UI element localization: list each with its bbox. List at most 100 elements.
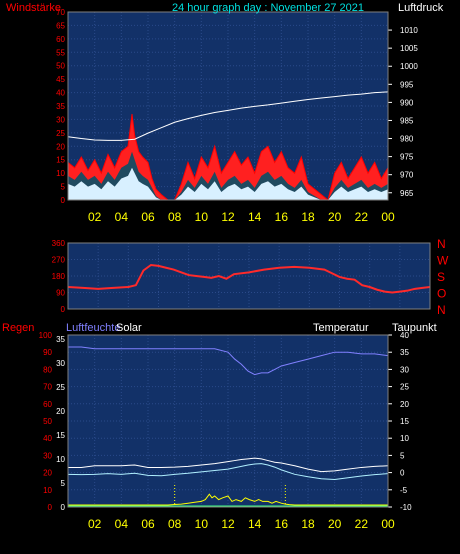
pressure-ytick-label: 970	[400, 171, 414, 180]
climate-xtick-label: 22	[355, 517, 369, 531]
wind-ytick-label: 25	[56, 129, 65, 138]
wind-ytick-label: 5	[61, 183, 66, 192]
rain-axis-title: Regen	[2, 322, 34, 334]
rain-ytick-label: 50	[43, 417, 52, 426]
rain-ytick-label: 30	[43, 451, 52, 460]
wind-ytick-label: 0	[61, 196, 66, 205]
wind-axis-title: Windstärke	[6, 2, 61, 14]
humidity-line	[68, 346, 389, 376]
pressure-ytick-label: 1005	[400, 44, 418, 53]
dewpoint-axis-title: Taupunkt	[392, 322, 437, 334]
humidity-ytick-label: 35	[56, 335, 65, 344]
wind-direction-line	[67, 263, 431, 294]
wind-average-area	[68, 167, 388, 200]
graph-title: 24 hour graph day : November 27 2021	[172, 2, 364, 14]
direction-ytick-label: 0	[61, 305, 66, 314]
temperature-axis-title: Temperatur	[313, 322, 369, 334]
direction-ytick-label: 270	[52, 256, 66, 265]
pressure-axis-title: Luftdruck	[398, 2, 444, 14]
temperature-ytick-label: 25	[400, 383, 409, 392]
temperature-ytick-label: -5	[400, 486, 408, 495]
direction-compass-label: W	[437, 254, 449, 268]
climate-xtick-label: 12	[221, 517, 235, 531]
pressure-ytick-label: 975	[400, 153, 414, 162]
humidity-ytick-label: 15	[56, 431, 65, 440]
humidity-ytick-label: 0	[61, 503, 66, 512]
climate-panel-border	[67, 334, 389, 508]
wind-xtick-label: 22	[355, 210, 369, 224]
wind-ytick-label: 70	[56, 8, 65, 17]
climate-xtick-label: 18	[301, 517, 315, 531]
climate-xtick-label: 16	[275, 517, 289, 531]
climate-xtick-label: 06	[141, 517, 155, 531]
humidity-axis-title: Luftfeuchte	[66, 322, 120, 334]
wind-gust-area	[67, 113, 389, 201]
direction-compass-label: S	[437, 270, 445, 284]
climate-xtick-label: 00	[381, 517, 395, 531]
temperature-ytick-label: 30	[400, 365, 409, 374]
temperature-ytick-label: 35	[400, 348, 409, 357]
direction-ytick-label: 360	[52, 239, 66, 248]
pressure-ytick-label: 990	[400, 98, 414, 107]
wind-xtick-label: 02	[88, 210, 102, 224]
temperature-ytick-label: 15	[400, 417, 409, 426]
humidity-ytick-label: 25	[56, 383, 65, 392]
temperature-ytick-label: 10	[400, 434, 409, 443]
wind-plot	[67, 91, 389, 201]
direction-ytick-label: 180	[52, 272, 66, 281]
temperature-ytick-label: 5	[400, 451, 405, 460]
pressure-ytick-label: 1010	[400, 26, 418, 35]
temperature-ytick-label: 40	[400, 331, 409, 340]
wind-ytick-label: 10	[56, 169, 65, 178]
direction-compass-label: O	[437, 287, 446, 301]
climate-xtick-label: 08	[168, 517, 182, 531]
wind-xtick-label: 04	[115, 210, 129, 224]
rain-ytick-label: 20	[43, 469, 52, 478]
rain-ytick-label: 0	[48, 503, 53, 512]
rain-ytick-label: 100	[39, 331, 53, 340]
wind-ytick-label: 65	[56, 21, 65, 30]
climate-xtick-label: 14	[248, 517, 262, 531]
wind-ytick-label: 15	[56, 156, 65, 165]
wind-xtick-label: 18	[301, 210, 315, 224]
climate-xtick-label: 04	[115, 517, 129, 531]
pressure-ytick-label: 995	[400, 80, 414, 89]
climate-xtick-label: 20	[328, 517, 342, 531]
rain-ytick-label: 60	[43, 400, 52, 409]
wind-ytick-label: 20	[56, 142, 65, 151]
direction-compass-label: N	[437, 303, 446, 317]
wind-xtick-label: 10	[195, 210, 209, 224]
humidity-ytick-label: 5	[61, 479, 66, 488]
rain-ytick-label: 90	[43, 348, 52, 357]
climate-xtick-label: 02	[88, 517, 102, 531]
wind-ytick-label: 60	[56, 35, 65, 44]
temperature-ytick-label: 20	[400, 400, 409, 409]
climate-xtick-label: 10	[195, 517, 209, 531]
wind-xtick-label: 08	[168, 210, 182, 224]
humidity-ytick-label: 10	[56, 455, 65, 464]
temperature-line	[68, 457, 389, 473]
pressure-ytick-label: 985	[400, 116, 414, 125]
pressure-line	[67, 91, 389, 141]
direction-compass-label: N	[437, 237, 446, 251]
temperature-ytick-label: -10	[400, 503, 412, 512]
direction-plot	[67, 263, 431, 294]
rain-ytick-label: 40	[43, 434, 52, 443]
wind-xtick-label: 20	[328, 210, 342, 224]
pressure-ytick-label: 980	[400, 135, 414, 144]
rain-ytick-label: 80	[43, 365, 52, 374]
wind-xtick-label: 06	[141, 210, 155, 224]
rain-ytick-label: 70	[43, 383, 52, 392]
direction-ytick-label: 90	[56, 289, 65, 298]
wind-ytick-label: 40	[56, 89, 65, 98]
rain-ytick-label: 10	[43, 486, 52, 495]
wind-ytick-label: 35	[56, 102, 65, 111]
solar-line	[68, 493, 388, 506]
climate-plot	[67, 346, 389, 507]
pressure-ytick-label: 965	[400, 189, 414, 198]
humidity-ytick-label: 30	[56, 359, 65, 368]
wind-ytick-label: 50	[56, 62, 65, 71]
wind-ytick-label: 55	[56, 48, 65, 57]
